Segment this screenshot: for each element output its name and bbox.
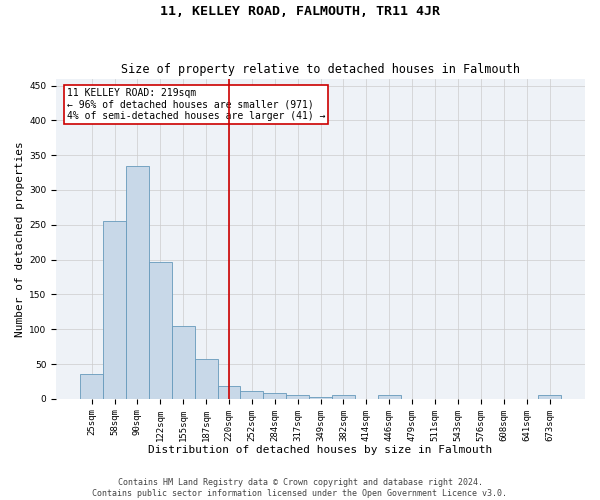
Bar [103,222,126,399]
Bar [538,396,561,399]
Bar [263,394,286,399]
Bar [218,386,241,399]
Bar [172,326,194,399]
Text: Contains HM Land Registry data © Crown copyright and database right 2024.
Contai: Contains HM Land Registry data © Crown c… [92,478,508,498]
Bar [194,359,218,399]
Bar [378,396,401,399]
Bar [286,394,309,399]
Bar [332,396,355,399]
Y-axis label: Number of detached properties: Number of detached properties [15,141,25,336]
Bar [80,374,103,399]
Bar [149,262,172,399]
Text: 11, KELLEY ROAD, FALMOUTH, TR11 4JR: 11, KELLEY ROAD, FALMOUTH, TR11 4JR [160,5,440,18]
Bar [241,391,263,399]
Bar [309,397,332,399]
X-axis label: Distribution of detached houses by size in Falmouth: Distribution of detached houses by size … [148,445,493,455]
Text: 11 KELLEY ROAD: 219sqm
← 96% of detached houses are smaller (971)
4% of semi-det: 11 KELLEY ROAD: 219sqm ← 96% of detached… [67,88,325,122]
Bar [126,166,149,399]
Title: Size of property relative to detached houses in Falmouth: Size of property relative to detached ho… [121,63,520,76]
